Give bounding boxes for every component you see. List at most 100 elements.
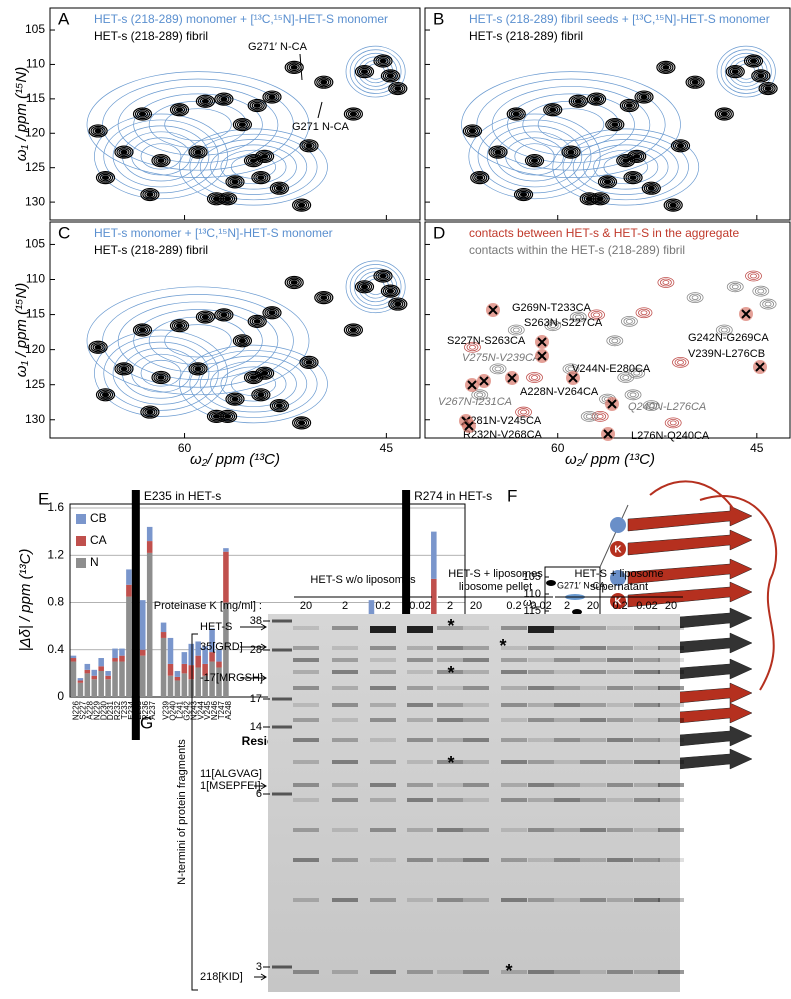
proteinase-label: Proteinase K [mg/ml] : [154, 600, 262, 612]
legend-text: HET-s monomer + [¹³C,¹⁵N]-HET-S monomer [94, 226, 333, 240]
band [607, 783, 633, 787]
peak [490, 146, 506, 158]
peak [747, 57, 760, 65]
contour [580, 410, 598, 422]
peak [629, 175, 637, 181]
band [370, 670, 396, 674]
band [554, 828, 580, 832]
band [634, 760, 660, 764]
peak [727, 66, 743, 77]
band [634, 686, 660, 690]
bar [209, 628, 215, 653]
peak [151, 154, 171, 168]
band [332, 626, 358, 630]
arrow [254, 782, 267, 790]
peak [623, 171, 643, 185]
peak [647, 185, 655, 191]
peak [290, 64, 298, 70]
contour [140, 143, 182, 170]
fragment-label: HET-S [200, 621, 232, 633]
peak [234, 335, 250, 346]
peak [253, 389, 269, 400]
bar [188, 643, 195, 666]
contour [715, 324, 733, 336]
peak [222, 412, 234, 421]
spectra: A HET-s (218-289) monomer + [¹³C,¹⁵N]-HET… [13, 7, 791, 468]
peak [222, 195, 234, 203]
arrow [240, 623, 267, 631]
peak [605, 117, 625, 132]
contour [716, 45, 776, 98]
peak [345, 108, 361, 120]
annotation: G271 N-CA [292, 121, 350, 133]
band [580, 858, 606, 862]
contour [515, 406, 532, 418]
annotation: G271′ N-CA [248, 41, 308, 53]
peak [547, 105, 559, 114]
peak [146, 409, 154, 415]
peak [570, 96, 586, 107]
contour [645, 401, 658, 410]
peak [720, 111, 728, 117]
peak [298, 420, 306, 426]
band [463, 760, 489, 764]
band [554, 858, 580, 862]
peak [611, 122, 619, 127]
peak [212, 196, 221, 202]
bar [98, 666, 104, 672]
contour [623, 317, 636, 326]
contour [745, 270, 762, 282]
legend-text: HET-s (218-289) fibril [94, 243, 208, 257]
band [332, 670, 358, 674]
bar [160, 622, 167, 633]
ladder-band [272, 619, 292, 623]
peak [382, 70, 398, 82]
peak [286, 277, 302, 288]
band [437, 738, 463, 742]
contour [199, 139, 308, 195]
peak [275, 403, 283, 409]
band [501, 658, 527, 662]
peak [88, 340, 108, 354]
peak [390, 83, 406, 94]
panel-label: D [433, 223, 445, 242]
y-tick-label: 120 [25, 342, 45, 356]
peak [377, 272, 389, 280]
peak [354, 280, 375, 294]
concentration: 0.2 [375, 600, 390, 612]
peak [90, 125, 106, 137]
contour [471, 389, 489, 401]
bar [98, 671, 104, 697]
bar [223, 602, 229, 697]
x-axis-title: ω₂/ ppm (¹³C) [565, 451, 655, 468]
legend-swatch [76, 536, 86, 546]
band [437, 828, 463, 832]
band [658, 718, 684, 722]
peak [138, 111, 147, 117]
band [658, 658, 684, 662]
contour [86, 286, 310, 396]
peak [755, 72, 767, 80]
peak [236, 120, 248, 129]
peak [171, 104, 188, 115]
peak [238, 122, 246, 127]
y-tick-label: 0 [57, 689, 64, 703]
peak [216, 309, 232, 321]
peak [645, 184, 657, 193]
peak [195, 310, 215, 324]
fragment-label: 218[KID] [200, 971, 243, 983]
asterisk: * [447, 753, 454, 773]
peak [753, 70, 769, 82]
peak [294, 199, 310, 211]
contour [189, 350, 318, 418]
peak [155, 156, 167, 165]
contour [569, 311, 587, 323]
arrow [240, 643, 267, 651]
peak [255, 173, 267, 182]
band [437, 646, 463, 650]
peak [251, 388, 271, 402]
peak [656, 60, 676, 74]
cross [755, 362, 765, 372]
contour [750, 273, 757, 279]
arrow [254, 973, 267, 981]
